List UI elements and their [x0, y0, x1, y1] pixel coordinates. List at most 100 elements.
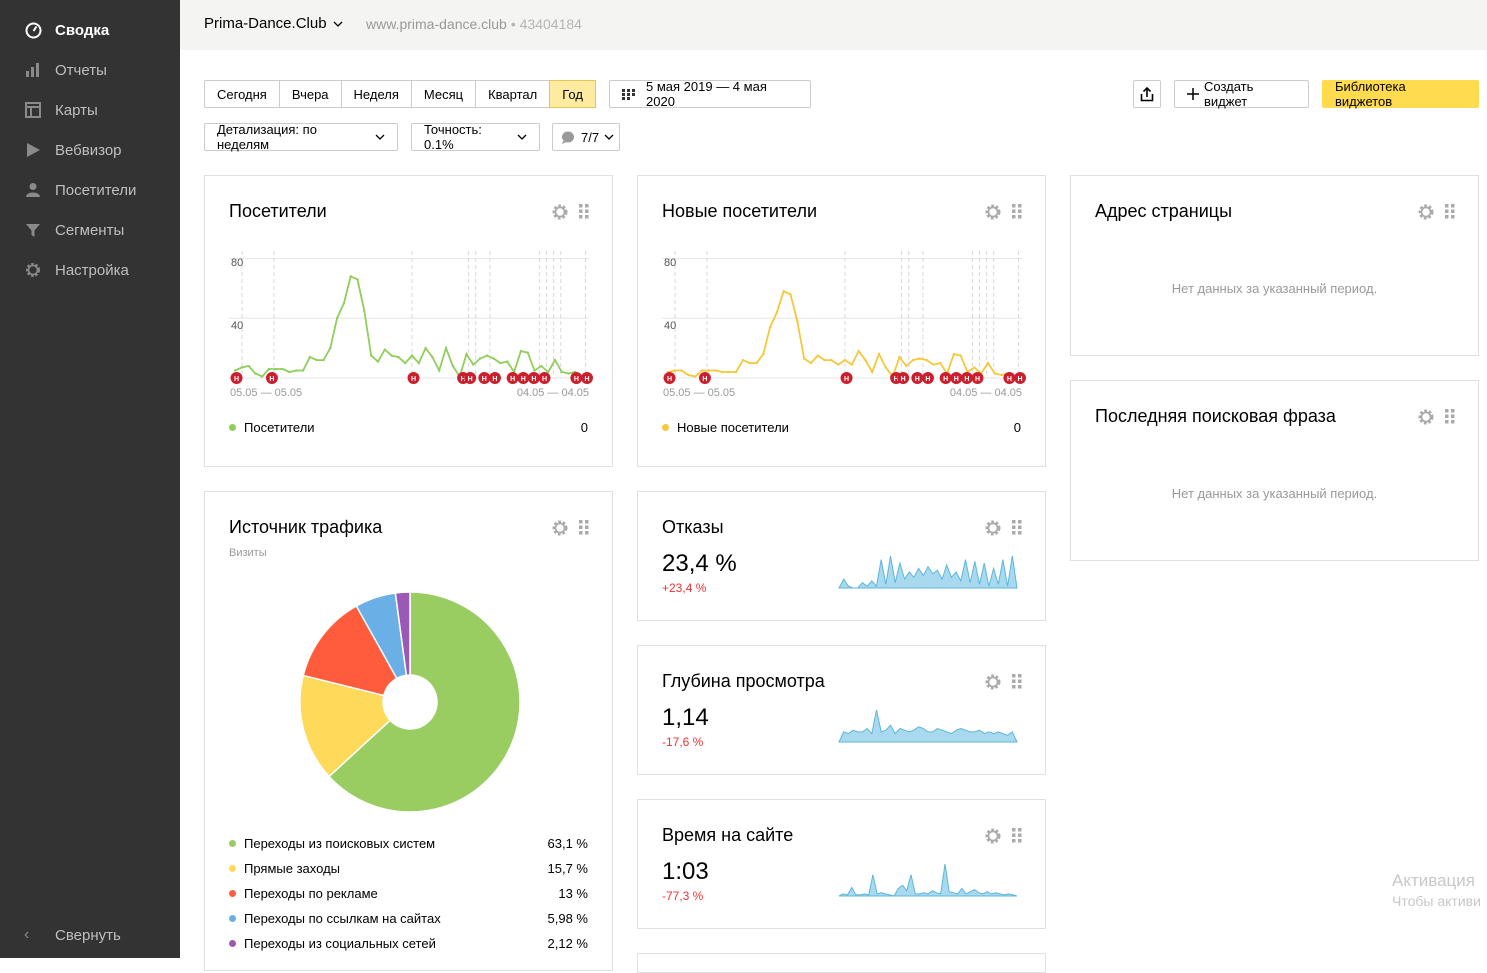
date-range-picker[interactable]: 5 мая 2019 — 4 мая 2020: [609, 79, 811, 109]
annotation-marker[interactable]: [971, 372, 984, 384]
period-quarter-button[interactable]: Квартал: [475, 80, 551, 108]
drag-handle-icon[interactable]: [578, 519, 590, 542]
annotation-marker[interactable]: [950, 372, 963, 384]
pie-slice[interactable]: [302, 604, 398, 697]
widget-tools: [551, 519, 590, 542]
pie-slice[interactable]: [394, 591, 411, 677]
activation-watermark: Активация Чтобы активи: [1392, 871, 1481, 909]
drag-handle-icon[interactable]: [1444, 203, 1456, 226]
period-month-button[interactable]: Месяц: [410, 80, 477, 108]
create-widget-button[interactable]: Создать виджет: [1174, 79, 1309, 109]
annotation-marker[interactable]: [663, 372, 676, 384]
annotation-marker[interactable]: [581, 372, 593, 384]
annotation-marker[interactable]: [464, 372, 477, 384]
legend-item[interactable]: Прямые заходы 15,7 %: [229, 861, 588, 876]
annotation-marker[interactable]: [265, 372, 278, 384]
data-point: [707, 369, 711, 372]
period-today-button[interactable]: Сегодня: [204, 80, 280, 108]
drag-handle-icon[interactable]: [578, 203, 590, 226]
export-button[interactable]: [1133, 80, 1161, 108]
annotation-marker[interactable]: [517, 372, 530, 384]
data-point: [925, 358, 928, 362]
sidebar-item-summary[interactable]: Сводка: [0, 10, 180, 50]
annotation-marker[interactable]: [407, 372, 420, 384]
gear-icon[interactable]: [1417, 408, 1435, 431]
annotation-marker[interactable]: [506, 372, 519, 384]
site-selector[interactable]: Prima-Dance.Club: [204, 15, 343, 32]
annotation-marker[interactable]: [840, 372, 853, 384]
page-depth-widget: Глубина просмотра 1,14 -17,6 %: [637, 645, 1046, 775]
x-tick-label: 04.05 — 04.05: [950, 387, 1022, 399]
gear-icon[interactable]: [1417, 203, 1435, 226]
gear-icon[interactable]: [551, 203, 569, 226]
drag-handle-icon[interactable]: [1444, 408, 1456, 431]
annotation-marker[interactable]: [921, 372, 934, 384]
sidebar-item-reports[interactable]: Отчеты: [0, 50, 180, 90]
no-data-message: Нет данных за указанный период.: [1171, 281, 1378, 296]
annotation-marker[interactable]: [538, 372, 551, 384]
widget-library-button[interactable]: Библиотека виджетов: [1322, 79, 1479, 109]
annotation-marker[interactable]: [897, 372, 910, 384]
annotation-marker[interactable]: [1003, 372, 1016, 384]
annotation-marker[interactable]: [570, 372, 583, 384]
data-point: [1000, 373, 1003, 377]
data-point: [376, 360, 380, 363]
create-widget-label: Создать виджет: [1204, 79, 1254, 109]
sidebar-item-settings[interactable]: Настройка: [0, 250, 180, 290]
gear-icon[interactable]: [984, 519, 1002, 542]
chevron-left-icon: ‹: [24, 926, 30, 943]
gear-icon[interactable]: [984, 827, 1002, 850]
data-point: [533, 369, 536, 372]
sidebar-item-segments[interactable]: Сегменты: [0, 210, 180, 250]
sidebar-item-visitors[interactable]: Посетители: [0, 170, 180, 210]
accuracy-select[interactable]: Точность: 0.1%: [411, 122, 540, 152]
annotation-marker[interactable]: [911, 372, 924, 384]
metric-value: 23,4 %: [662, 550, 737, 577]
sparkline-area: [838, 863, 1018, 897]
detail-select[interactable]: Детализация: по неделям: [204, 122, 398, 152]
annotation-marker[interactable]: [1014, 372, 1026, 384]
data-point: [986, 361, 990, 365]
period-yesterday-button[interactable]: Вчера: [278, 80, 342, 108]
annotation-marker[interactable]: [527, 372, 540, 384]
annotation-marker-letter: H: [901, 376, 906, 383]
pie-slice[interactable]: [299, 674, 392, 778]
drag-handle-icon[interactable]: [1011, 519, 1023, 542]
drag-handle-icon[interactable]: [1011, 827, 1023, 850]
period-week-button[interactable]: Неделя: [340, 80, 412, 108]
data-point: [308, 355, 312, 359]
data-point: [444, 346, 448, 350]
annotation-marker-letter: H: [894, 376, 899, 383]
legend-item[interactable]: Переходы из поисковых систем 63,1 %: [229, 836, 588, 851]
detail-label: Детализация: по неделям: [217, 122, 317, 152]
annotation-marker[interactable]: [230, 372, 243, 384]
period-year-button[interactable]: Год: [549, 80, 596, 108]
legend-item[interactable]: Переходы по ссылкам на сайтах 5,98 %: [229, 911, 588, 926]
legend-item[interactable]: Переходы по рекламе 13 %: [229, 886, 588, 901]
pie-slice[interactable]: [327, 591, 521, 813]
legend-item[interactable]: Переходы из социальных сетей 2,12 %: [229, 936, 588, 951]
gear-icon[interactable]: [984, 203, 1002, 226]
gear-icon[interactable]: [984, 673, 1002, 696]
gear-icon[interactable]: [551, 519, 569, 542]
drag-handle-icon[interactable]: [1011, 673, 1023, 696]
site-url-text: www.prima-dance.club: [366, 16, 507, 32]
segments-select[interactable]: 7/7: [552, 123, 620, 151]
data-point: [431, 355, 434, 359]
annotation-marker-letter: H: [521, 376, 526, 383]
annotation-marker[interactable]: [488, 372, 501, 384]
sidebar-item-webvisor[interactable]: Вебвизор: [0, 130, 180, 170]
annotation-marker-letter: H: [964, 376, 969, 383]
data-point: [465, 352, 468, 356]
annotation-marker[interactable]: [960, 372, 973, 384]
sidebar-collapse-button[interactable]: ‹ Свернуть: [24, 926, 121, 944]
data-point: [952, 352, 956, 356]
widget-title: Последняя поисковая фраза: [1095, 406, 1336, 426]
annotation-marker[interactable]: [698, 372, 711, 384]
sidebar-item-maps[interactable]: Карты: [0, 90, 180, 130]
annotation-marker-letter: H: [468, 376, 473, 383]
bar-chart-icon: [24, 61, 42, 79]
annotation-marker[interactable]: [478, 372, 491, 384]
drag-handle-icon[interactable]: [1011, 203, 1023, 226]
annotation-marker[interactable]: [939, 372, 952, 384]
